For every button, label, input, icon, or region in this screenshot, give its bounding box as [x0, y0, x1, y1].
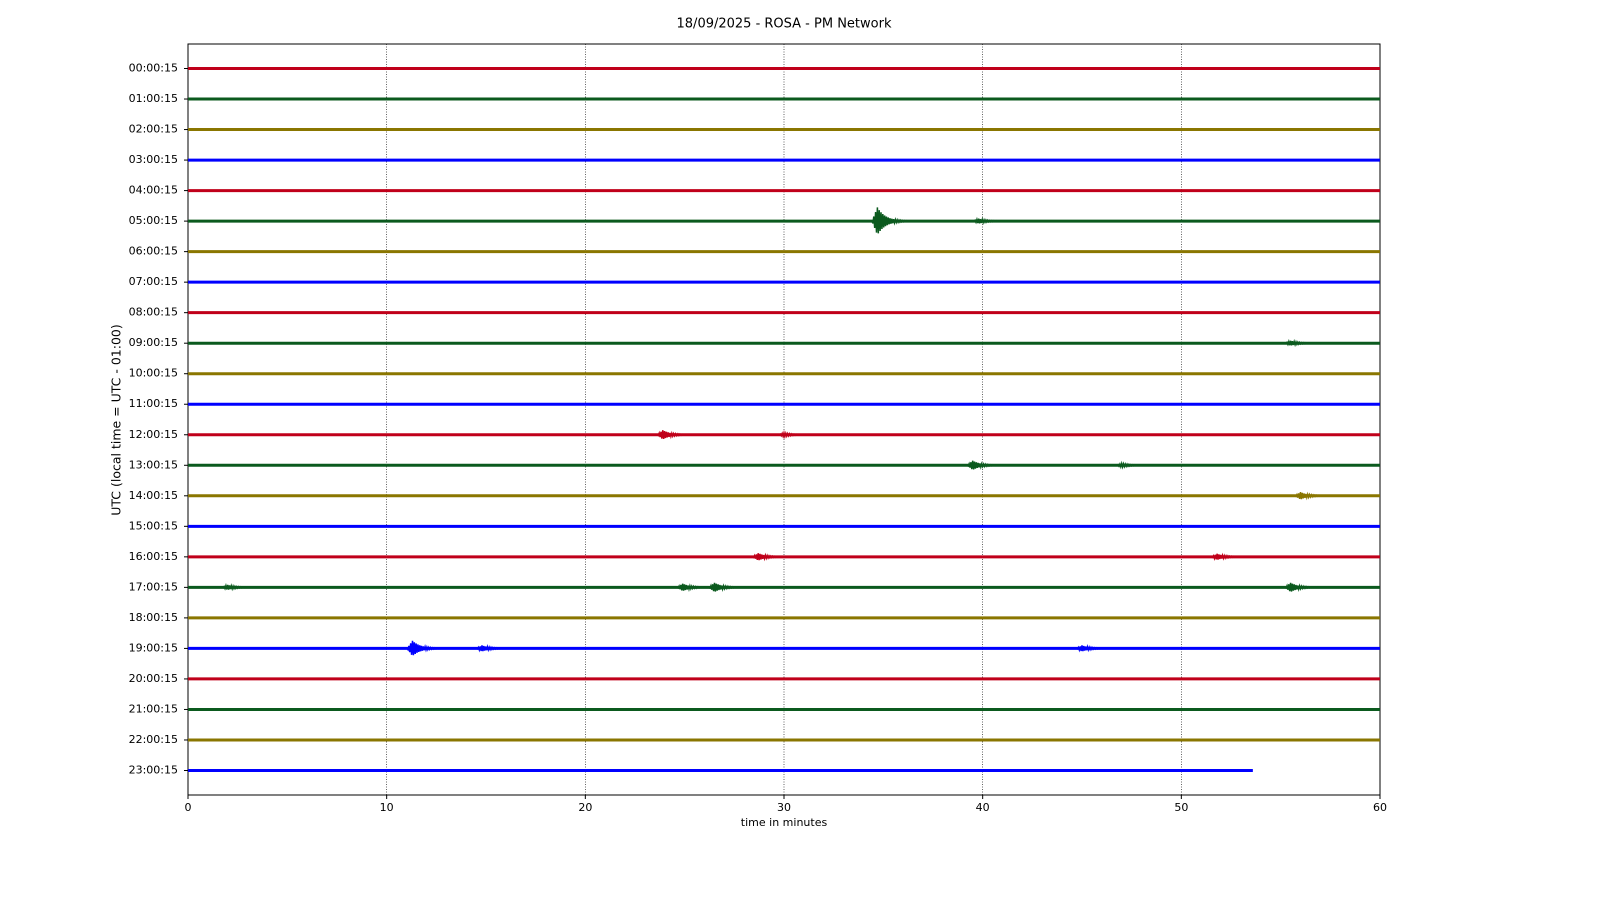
x-tick-label: 50 — [1174, 801, 1188, 814]
event-burst — [871, 207, 909, 234]
event-burst — [1211, 552, 1248, 562]
y-tick-label: 23:00:15 — [129, 764, 178, 777]
x-tick-label: 30 — [777, 801, 791, 814]
y-tick-label: 18:00:15 — [129, 611, 178, 624]
x-tick-label: 0 — [185, 801, 192, 814]
y-tick-label: 06:00:15 — [129, 245, 178, 258]
y-tick-label: 22:00:15 — [129, 733, 178, 746]
event-burst — [1116, 460, 1153, 470]
y-tick-label: 14:00:15 — [129, 489, 178, 502]
x-tick-label: 20 — [578, 801, 592, 814]
event-burst — [778, 429, 815, 440]
y-tick-label: 13:00:15 — [129, 458, 178, 471]
y-tick-label: 15:00:15 — [129, 519, 178, 532]
y-tick-label: 17:00:15 — [129, 580, 178, 593]
event-burst — [708, 582, 746, 593]
y-tick-label: 08:00:15 — [129, 306, 178, 319]
y-tick-label: 05:00:15 — [129, 214, 178, 227]
event-burst — [221, 582, 259, 592]
event-burst — [1294, 491, 1332, 501]
y-tick-label: 07:00:15 — [129, 275, 178, 288]
event-burst — [1284, 582, 1322, 593]
event-burst — [966, 460, 1004, 470]
event-burst — [406, 640, 444, 656]
x-tick-label: 60 — [1373, 801, 1387, 814]
y-tick-label: 02:00:15 — [129, 123, 178, 136]
chart-title: 18/09/2025 - ROSA - PM Network — [677, 17, 892, 32]
y-tick-label: 10:00:15 — [129, 367, 178, 380]
y-tick-label: 12:00:15 — [129, 428, 178, 441]
y-tick-label: 19:00:15 — [129, 641, 178, 654]
y-axis-label: UTC (local time = UTC - 01:00) — [109, 324, 124, 516]
x-tick-label: 40 — [976, 801, 990, 814]
event-burst — [1284, 338, 1322, 348]
event-burst — [752, 552, 789, 562]
event-burst — [476, 644, 513, 653]
y-tick-label: 04:00:15 — [129, 184, 178, 197]
event-burst — [656, 430, 694, 440]
y-tick-label: 09:00:15 — [129, 336, 178, 349]
event-burst — [1076, 644, 1113, 653]
y-tick-label: 11:00:15 — [129, 397, 178, 410]
y-tick-label: 01:00:15 — [129, 92, 178, 105]
event-burst — [676, 583, 714, 593]
x-axis-label: time in minutes — [741, 816, 828, 829]
y-tick-label: 00:00:15 — [129, 62, 178, 75]
y-tick-label: 21:00:15 — [129, 702, 178, 715]
y-tick-label: 03:00:15 — [129, 153, 178, 166]
y-tick-label: 16:00:15 — [129, 550, 178, 563]
x-tick-label: 10 — [380, 801, 394, 814]
y-tick-label: 20:00:15 — [129, 672, 178, 685]
event-burst — [972, 216, 1010, 225]
